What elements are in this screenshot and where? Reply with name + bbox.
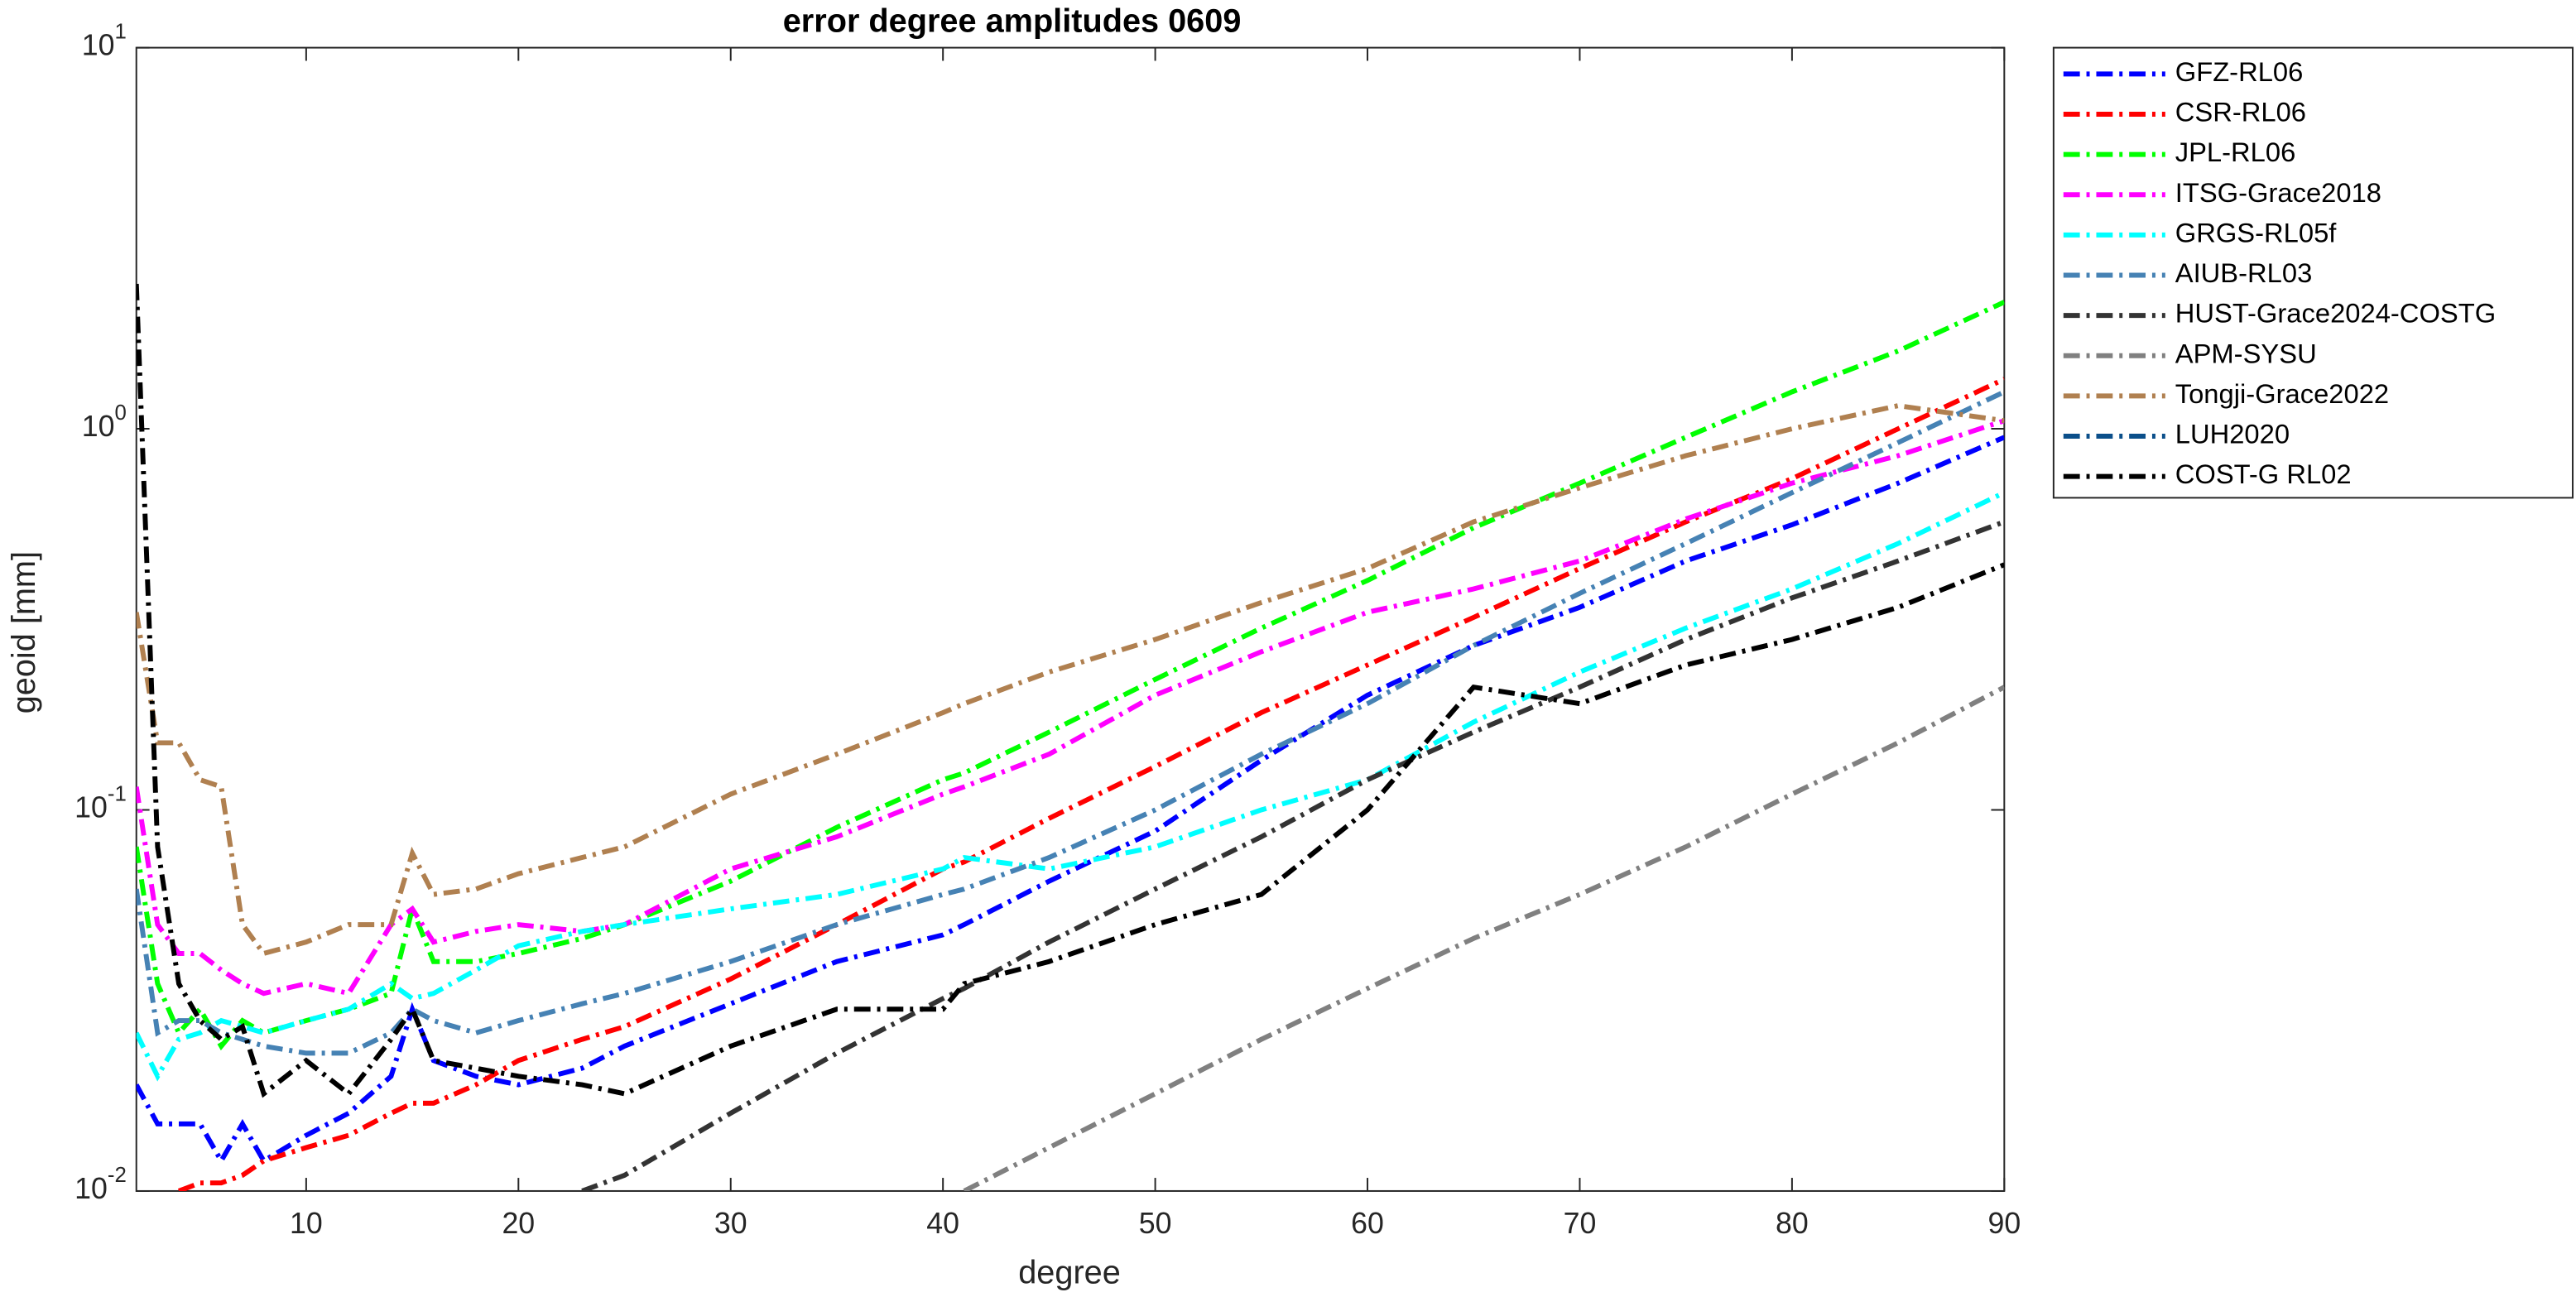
legend-label: COST-G RL02 [2175,459,2352,489]
series-line [136,490,2005,1082]
x-tick-label: 20 [502,1207,535,1240]
y-tick-base: 10 [82,29,115,62]
y-tick-label: 10-2 [74,1164,127,1205]
y-tick-exponent: 0 [114,401,126,425]
y-tick-exponent: -1 [108,782,127,805]
series-line [136,300,2005,1051]
x-tick-label: 10 [290,1207,323,1240]
x-tick-label: 30 [714,1207,747,1240]
series-line [136,283,2005,1098]
series-layer [136,283,2005,1191]
legend-label: GRGS-RL05f [2175,218,2338,248]
y-tick-base: 10 [82,410,115,443]
series-line [136,403,2005,957]
legend-label: Tongji-Grace2022 [2175,378,2389,409]
chart-title: error degree amplitudes 0609 [783,2,1242,39]
y-tick-base: 10 [74,1172,108,1205]
y-tick-exponent: 1 [114,21,126,44]
legend-label: LUH2020 [2175,419,2290,449]
x-tick-label: 40 [926,1207,959,1240]
x-tick-label: 80 [1776,1207,1809,1240]
plot-area [135,46,2006,1192]
y-tick-exponent: -2 [108,1164,127,1187]
legend-label: CSR-RL06 [2175,97,2306,127]
y-tick-label: 101 [82,21,127,62]
y-axis-label: geoid [mm] [6,551,42,713]
x-tick-label: 90 [1987,1207,2021,1240]
x-axis-label: degree [1018,1255,1121,1291]
x-tick-label: 60 [1351,1207,1384,1240]
x-tick-label: 70 [1564,1207,1597,1240]
legend-label: HUST-Grace2024-COSTG [2175,298,2496,329]
legend-label: APM-SYSU [2175,338,2317,368]
legend-label: ITSG-Grace2018 [2175,177,2381,208]
y-tick-base: 10 [74,791,108,824]
x-tick-label: 50 [1139,1207,1172,1240]
legend-label: JPL-RL06 [2175,137,2296,167]
legend-label: GFZ-RL06 [2175,56,2304,87]
legend-label: AIUB-RL03 [2175,257,2313,288]
series-line [136,389,2005,1056]
series-line [136,418,2005,997]
y-tick-label: 10-1 [74,782,127,824]
series-line [177,377,2005,1191]
series-line [963,685,2005,1191]
series-line [581,519,2005,1191]
y-tick-label: 100 [82,401,127,443]
